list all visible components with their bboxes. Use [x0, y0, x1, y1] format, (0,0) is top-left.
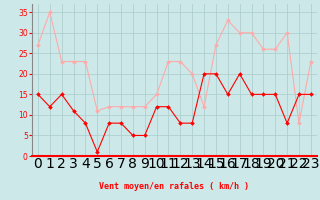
- X-axis label: Vent moyen/en rafales ( km/h ): Vent moyen/en rafales ( km/h ): [100, 182, 249, 191]
